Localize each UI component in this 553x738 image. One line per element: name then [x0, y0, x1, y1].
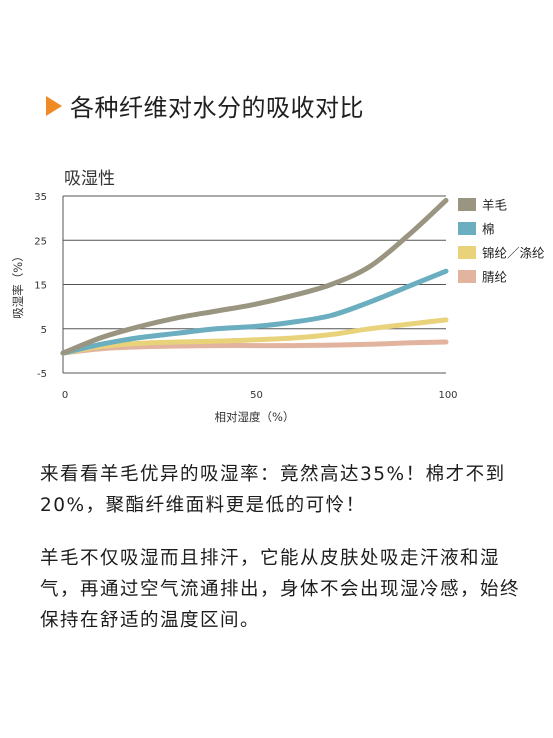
legend-swatch-3 — [458, 246, 476, 259]
heading-row: 各种纤维对水分的吸收对比 — [46, 88, 364, 123]
y-axis-label: 吸湿率（%） — [11, 250, 25, 318]
paragraph-absorption-rate: 来看看羊毛优异的吸湿率：竟然高达35%！棉才不到20%，聚酯纤维面料更是低的可怜… — [40, 464, 506, 516]
legend-label-1: 羊毛 — [482, 198, 508, 213]
x-axis-label: 相对湿度（%） — [215, 410, 295, 424]
y-tick-label--5: -5 — [37, 369, 47, 380]
page-title: 各种纤维对水分的吸收对比 — [70, 94, 364, 122]
series-line-2 — [60, 268, 449, 356]
series-line-4 — [60, 339, 449, 356]
y-tick-label-15: 15 — [34, 281, 47, 292]
legend-swatch-4 — [458, 270, 476, 283]
legend-swatch-1 — [458, 198, 476, 211]
y-tick-label-5: 5 — [41, 325, 47, 336]
legend-label-2: 棉 — [482, 222, 495, 237]
series-line-1 — [60, 197, 449, 356]
x-tick-label-100: 100 — [438, 390, 457, 401]
legend-label-3: 锦纶／涤纶 — [482, 246, 545, 261]
orange-triangle-icon — [46, 95, 62, 116]
series-line-3 — [60, 317, 449, 356]
legend-swatch-2 — [458, 222, 476, 235]
chart-title: 吸湿性 — [64, 169, 115, 189]
x-tick-label-0: 0 — [62, 390, 68, 401]
y-tick-label-25: 25 — [34, 236, 47, 247]
legend-label-4: 腈纶 — [482, 270, 507, 285]
paragraph-sweat-wicking: 羊毛不仅吸湿而且排汗，它能从皮肤处吸走汗液和湿气，再通过空气流通排出，身体不会出… — [40, 548, 521, 631]
y-tick-label-35: 35 — [34, 192, 47, 203]
x-tick-label-50: 50 — [250, 390, 263, 401]
